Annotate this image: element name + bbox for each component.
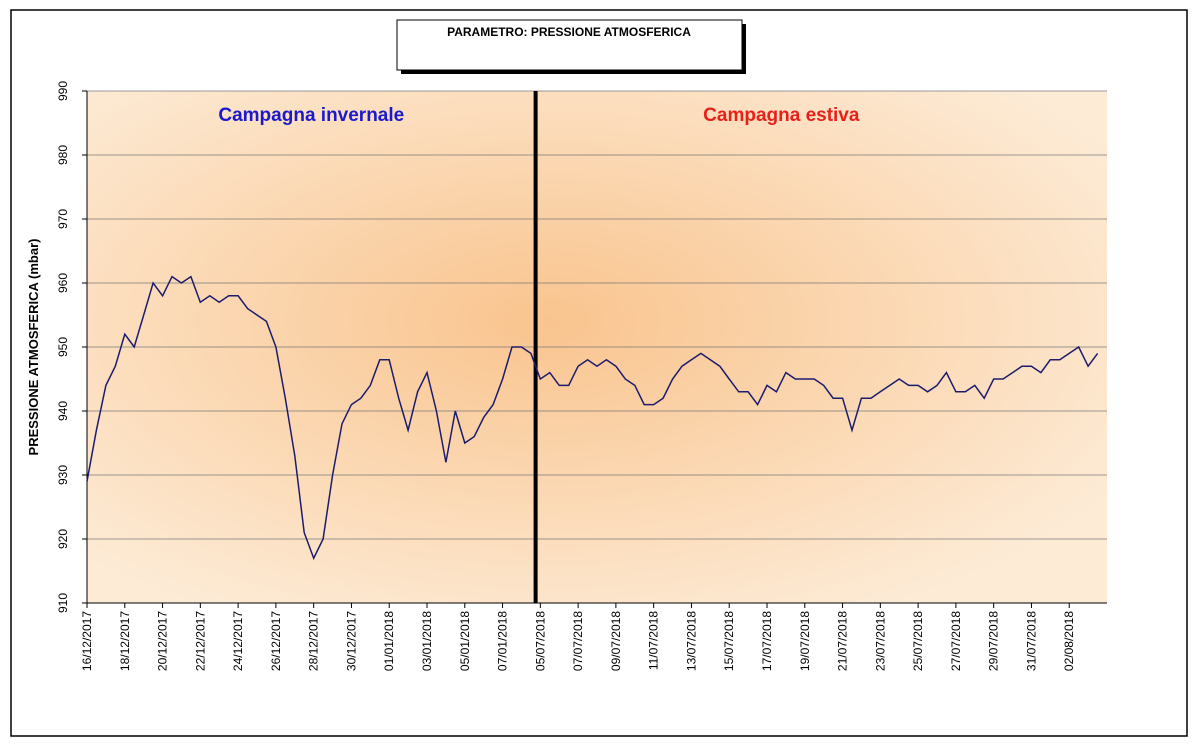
y-tick-label: 980: [56, 145, 70, 165]
x-tick-label: 31/07/2018: [1024, 611, 1038, 671]
y-tick-label: 950: [56, 337, 70, 357]
y-tick-label: 960: [56, 273, 70, 293]
x-tick-label: 26/12/2017: [269, 611, 283, 671]
chart-title: PARAMETRO: PRESSIONE ATMOSFERICA: [447, 25, 691, 39]
x-tick-label: 30/12/2017: [344, 611, 358, 671]
x-tick-label: 09/07/2018: [609, 611, 623, 671]
x-tick-label: 24/12/2017: [231, 611, 245, 671]
x-tick-label: 02/08/2018: [1062, 611, 1076, 671]
annotation: Campagna estiva: [703, 105, 860, 126]
y-tick-label: 930: [56, 465, 70, 485]
x-tick-label: 20/12/2017: [156, 611, 170, 671]
x-tick-label: 28/12/2017: [307, 611, 321, 671]
x-tick-label: 16/12/2017: [80, 611, 94, 671]
x-tick-label: 25/07/2018: [911, 611, 925, 671]
x-tick-label: 19/07/2018: [798, 611, 812, 671]
x-tick-label: 05/01/2018: [458, 611, 472, 671]
x-tick-label: 29/07/2018: [987, 611, 1001, 671]
y-tick-label: 910: [56, 593, 70, 613]
annotation: Campagna invernale: [218, 105, 404, 126]
y-tick-label: 940: [56, 401, 70, 421]
x-tick-label: 11/07/2018: [647, 611, 661, 670]
x-tick-label: 23/07/2018: [873, 611, 887, 671]
y-tick-label: 990: [56, 81, 70, 101]
x-tick-label: 15/07/2018: [722, 611, 736, 671]
title-box: [396, 19, 743, 71]
x-tick-label: 05/07/2018: [533, 611, 547, 671]
x-tick-label: 27/07/2018: [949, 611, 963, 671]
data-line: [86, 275, 1099, 561]
y-tick-label: 970: [56, 209, 70, 229]
x-tick-label: 18/12/2017: [118, 611, 132, 671]
x-tick-label: 07/01/2018: [496, 611, 510, 671]
x-tick-label: 17/07/2018: [760, 611, 774, 671]
x-tick-label: 07/07/2018: [571, 611, 585, 671]
x-tick-label: 01/01/2018: [382, 611, 396, 671]
x-tick-label: 03/01/2018: [420, 611, 434, 671]
y-tick-label: 920: [56, 529, 70, 549]
x-tick-label: 22/12/2017: [193, 611, 207, 671]
y-axis-label: PRESSIONE ATMOSFERICA (mbar): [26, 239, 41, 456]
x-tick-label: 21/07/2018: [836, 611, 850, 671]
x-tick-label: 13/07/2018: [684, 611, 698, 671]
